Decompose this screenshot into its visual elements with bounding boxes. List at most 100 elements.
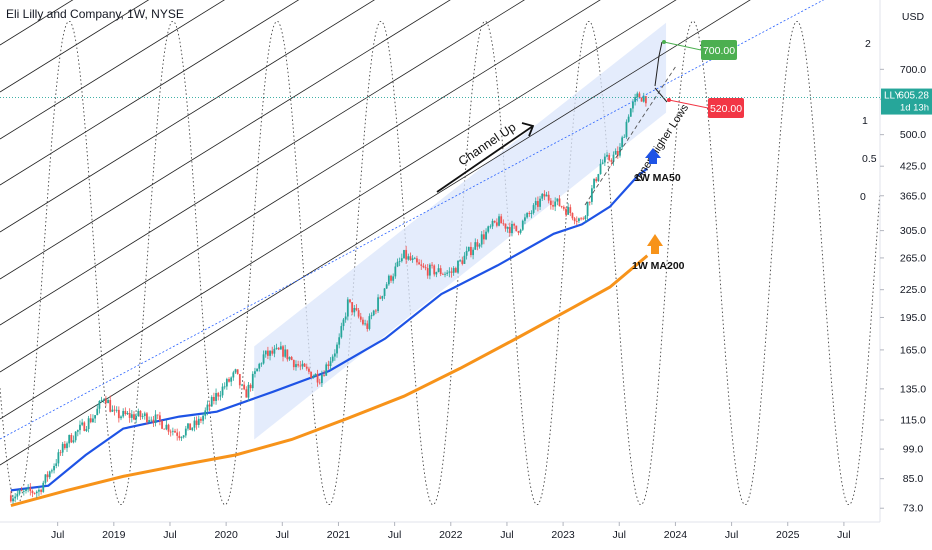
candle-body [258, 363, 261, 369]
last-price-value: 605.28 [898, 91, 929, 102]
candle-body [524, 217, 526, 221]
price-tick-label: 365.0 [900, 190, 926, 202]
candle-body [55, 463, 58, 466]
candle-body [225, 379, 228, 387]
candle-body [191, 427, 194, 431]
candle-body [368, 316, 371, 329]
candle-body [327, 364, 330, 367]
candle-body [74, 431, 77, 441]
candle-body [500, 216, 503, 224]
channel-line [0, 0, 751, 466]
candle-body [491, 220, 494, 227]
candle-body [504, 223, 507, 229]
candle-body [236, 369, 239, 375]
price-tick-label: 85.0 [903, 473, 924, 485]
candle-body [578, 218, 580, 222]
price-tick-label: 165.0 [900, 344, 926, 356]
candle-body [305, 366, 308, 369]
candle-body [606, 155, 608, 157]
candle-body [571, 212, 574, 219]
candle-body [81, 422, 84, 425]
candle-body [370, 315, 373, 317]
candle-body [636, 93, 639, 98]
candle-body [102, 399, 105, 401]
candle-body [318, 382, 321, 384]
channel-line [0, 0, 150, 93]
price-axis[interactable]: USD 73.0 85.0 99.0 115.0 135.0 165.0 195.0 225.… [879, 0, 932, 550]
candle-body [187, 423, 189, 429]
time-axis[interactable]: Jul 2019 Jul 2020 Jul 2021 Jul 2022 Jul 2023 Jul 20… [0, 521, 932, 550]
candle-body [40, 489, 42, 492]
time-tick-label: 2025 [776, 529, 800, 541]
fib-level-label: 0.5 [862, 153, 877, 165]
candle-body [459, 260, 462, 262]
candle-body [61, 443, 64, 453]
candle-body [439, 268, 442, 275]
candle-body [161, 420, 163, 429]
candle-body [232, 372, 235, 378]
candle-body [385, 284, 388, 289]
candle-body [450, 271, 453, 273]
candle-body [338, 337, 341, 345]
time-axis-panel [0, 522, 932, 550]
candle-body [208, 404, 211, 407]
candle-body [485, 231, 487, 240]
candle-body [506, 227, 509, 229]
candle-body [444, 273, 446, 275]
candle-body [57, 452, 60, 464]
projection-down-line [654, 87, 668, 103]
candle-body [143, 413, 146, 417]
candle-body [159, 415, 161, 421]
candle-body [608, 155, 611, 161]
candle-body [409, 256, 412, 260]
channel-line [0, 0, 375, 233]
time-tick-label: Jul [388, 529, 401, 541]
candle-body [284, 349, 287, 357]
candle-body [303, 363, 306, 367]
price-tick-label: 195.0 [900, 312, 926, 324]
candle-body [418, 262, 420, 265]
candle-body [137, 410, 140, 417]
candle-body [372, 310, 375, 316]
candle-body [197, 418, 200, 425]
candle-body [202, 415, 204, 421]
candle-body [565, 208, 567, 215]
target-anchor [662, 40, 666, 44]
candle-body [31, 491, 34, 494]
candle-body [210, 396, 213, 407]
candle-body [405, 250, 408, 260]
candle-body [422, 265, 425, 268]
candle-body [243, 384, 246, 390]
candle-body [480, 234, 483, 245]
candle-body [588, 201, 591, 203]
candle-body [329, 361, 332, 367]
candle-body [383, 288, 386, 296]
candle-body [342, 319, 345, 327]
candle-body [375, 310, 377, 312]
candle-body [593, 178, 595, 189]
time-tick-label: Jul [613, 529, 626, 541]
candle-body [470, 246, 472, 256]
candle-body [441, 274, 444, 275]
candle-body [269, 350, 271, 356]
candle-body [526, 213, 528, 218]
price-tick-label: 135.0 [900, 383, 926, 395]
currency-label: USD [902, 11, 925, 23]
candle-body [16, 493, 19, 497]
candle-body [251, 373, 254, 389]
time-tick-label: Jul [725, 529, 738, 541]
price-tick-label: 265.0 [900, 252, 926, 264]
candle-body [560, 206, 563, 207]
price-tick-label: 99.0 [903, 444, 924, 456]
ma200-label: 1W MA200 [632, 260, 685, 272]
candle-body [44, 474, 47, 483]
candle-body [392, 276, 395, 281]
candle-body [215, 393, 217, 401]
candle-body [184, 428, 187, 436]
candle-body [174, 430, 176, 433]
candle-body [539, 198, 541, 207]
candle-body [301, 363, 304, 367]
channel-up-band [254, 22, 667, 440]
candle-body [591, 188, 593, 202]
